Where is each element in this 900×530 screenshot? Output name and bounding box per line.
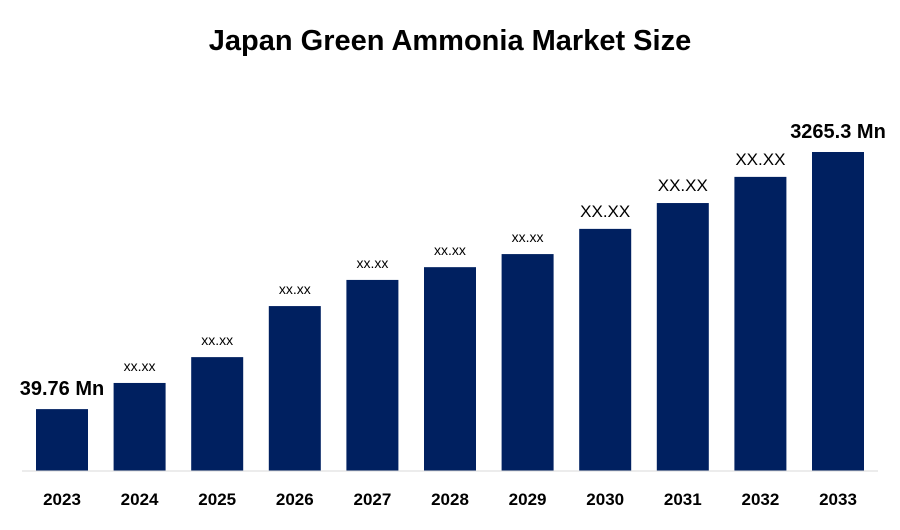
- bar-2024: [113, 382, 166, 471]
- x-tick-label-2025: 2025: [198, 490, 236, 509]
- bar-2026: [268, 306, 321, 471]
- bar-2028: [424, 267, 476, 471]
- bar-2033: [812, 152, 864, 471]
- data-label-2031: XX.XX: [658, 176, 708, 195]
- data-label-2028: xx.xx: [434, 242, 466, 258]
- chart-title: Japan Green Ammonia Market Size: [209, 25, 691, 57]
- x-tick-label-2031: 2031: [664, 490, 702, 509]
- x-tick-label-2024: 2024: [121, 490, 159, 509]
- data-label-2026: xx.xx: [279, 281, 311, 297]
- data-label-2033: 3265.3 Mn: [790, 121, 886, 143]
- x-tick-label-2026: 2026: [276, 490, 314, 509]
- data-label-2023: 39.76 Mn: [20, 378, 104, 400]
- x-tick-label-2023: 2023: [43, 490, 81, 509]
- data-label-2024: xx.xx: [124, 358, 156, 374]
- data-label-2029: xx.xx: [512, 229, 544, 245]
- data-label-2025: xx.xx: [201, 332, 233, 348]
- bar-2027: [346, 279, 399, 471]
- bar-2025: [191, 357, 244, 471]
- data-label-2032: XX.XX: [735, 150, 785, 169]
- bar-2031: [656, 203, 709, 472]
- x-tick-label-2027: 2027: [353, 490, 391, 509]
- bar-2023: [36, 409, 88, 471]
- bar-2030: [579, 228, 632, 471]
- bar-2029: [501, 254, 554, 471]
- data-label-2030: XX.XX: [580, 202, 630, 221]
- x-tick-label-2032: 2032: [741, 490, 779, 509]
- data-label-2027: xx.xx: [356, 255, 388, 271]
- x-tick-label-2030: 2030: [586, 490, 624, 509]
- x-tick-label-2033: 2033: [819, 490, 857, 509]
- x-tick-label-2028: 2028: [431, 490, 469, 509]
- bar-2032: [734, 176, 787, 471]
- x-tick-label-2029: 2029: [509, 490, 547, 509]
